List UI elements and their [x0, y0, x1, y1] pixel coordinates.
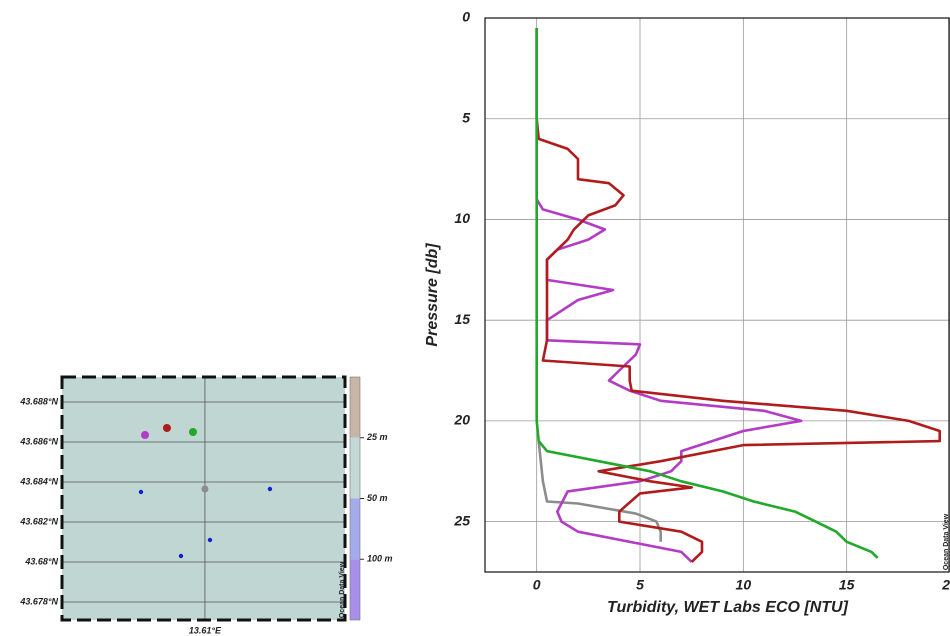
- colorbar-label: 50 m: [367, 493, 388, 503]
- profile-line: [535, 28, 941, 563]
- plot-frame: [484, 17, 950, 573]
- colorbar-segment: [350, 437, 360, 499]
- watermark: Ocean Data View: [339, 561, 346, 618]
- y-tick-label: 10: [454, 210, 470, 226]
- x-tick-label: 5: [636, 577, 644, 593]
- x-tick-label: 0: [533, 577, 541, 593]
- profile-line: [535, 28, 879, 559]
- plot-background: [62, 377, 345, 620]
- station-marker: [188, 428, 197, 436]
- y-tick-label: 15: [454, 311, 470, 327]
- profile-line: [537, 440, 662, 542]
- y-tick-label: 43.684°N: [19, 476, 58, 486]
- x-tick-label: 20: [941, 577, 950, 593]
- x-tick-label: 10: [736, 577, 752, 593]
- y-tick-label: 0: [462, 9, 470, 25]
- station-marker: [267, 486, 273, 492]
- colorbar-segment: [350, 498, 360, 560]
- station-marker: [162, 424, 171, 432]
- colorbar-label: 25 m: [366, 432, 388, 442]
- y-tick-label: 5: [462, 109, 470, 125]
- y-tick-label: 43.682°N: [19, 516, 58, 526]
- profile-line: [535, 28, 803, 563]
- x-axis-label: Turbidity, WET Labs ECO [NTU]: [607, 599, 849, 616]
- colorbar-segment: [350, 377, 360, 438]
- station-marker: [207, 537, 213, 543]
- y-tick-label: 43.688°N: [19, 396, 58, 406]
- station-marker: [201, 485, 209, 493]
- map-frame: [60, 375, 347, 622]
- y-tick-label: 20: [453, 412, 470, 428]
- x-tick-label: 15: [839, 577, 855, 593]
- y-tick-label: 43.686°N: [19, 436, 58, 446]
- watermark: Ocean Data View: [943, 513, 950, 570]
- station-marker: [138, 489, 144, 495]
- y-tick-label: 25: [453, 512, 470, 528]
- y-axis-label: Pressure [db]: [424, 243, 441, 347]
- station-marker: [141, 431, 150, 439]
- x-tick-label: 13.61°E: [189, 625, 222, 635]
- colorbar-label: 100 m: [367, 554, 393, 564]
- station-marker: [178, 553, 184, 559]
- colorbar-segment: [350, 559, 360, 620]
- y-tick-label: 43.678°N: [19, 596, 58, 606]
- y-tick-label: 43.68°N: [24, 556, 58, 566]
